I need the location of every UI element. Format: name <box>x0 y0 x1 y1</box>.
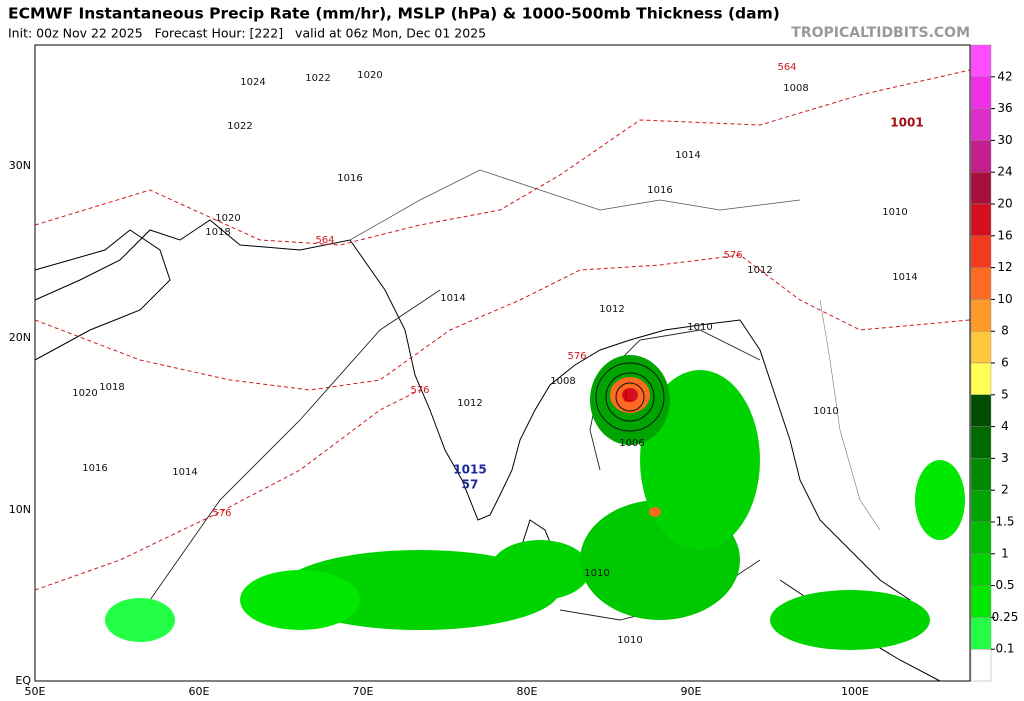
map-label: 576 <box>410 385 429 396</box>
map-label: 1018 <box>99 382 124 393</box>
colorbar-label: 1.5 <box>995 515 1014 529</box>
map-label: 564 <box>315 235 334 246</box>
colorbar-label: 30 <box>997 133 1012 147</box>
map-label: 1012 <box>599 304 624 315</box>
lat-label: 30N <box>9 159 31 172</box>
lat-label: EQ <box>15 674 31 687</box>
map-label: L <box>623 388 633 406</box>
low-isobars <box>595 362 665 432</box>
colorbar-label: 12 <box>997 260 1012 274</box>
map-label: 576 <box>212 508 231 519</box>
map-label: 1010 <box>813 406 838 417</box>
colorbar-cell <box>970 426 992 459</box>
map-label: 1010 <box>687 322 712 333</box>
map-label: 1016 <box>82 463 107 474</box>
colorbar-label: 4 <box>1001 419 1009 433</box>
colorbar-cell <box>970 617 992 650</box>
subtitle: Init: 00z Nov 22 2025 Forecast Hour: [22… <box>8 26 486 41</box>
map-label: 1022 <box>227 121 252 132</box>
map-label: 1024 <box>240 77 265 88</box>
colorbar-label: 20 <box>997 197 1012 211</box>
colorbar-label: 3 <box>1001 451 1009 465</box>
title: ECMWF Instantaneous Precip Rate (mm/hr),… <box>8 5 780 23</box>
colorbar-label: 1 <box>1001 546 1009 560</box>
colorbar-cell <box>970 235 992 268</box>
map-label: 1016 <box>337 173 362 184</box>
colorbar-label: 42 <box>997 69 1012 83</box>
colorbar-cell <box>970 521 992 554</box>
colorbar-cell <box>970 585 992 618</box>
map-label: 1008 <box>783 83 808 94</box>
colorbar-cell <box>970 299 992 332</box>
colorbar: 42 36 30 24 20 16 12 10 8 6 5 4 3 2 1.5 1 0.5 0.25 0.1 <box>970 44 1019 682</box>
colorbar-cell <box>970 553 992 586</box>
map-label: 1015 <box>453 463 486 477</box>
map-label: 1020 <box>72 388 97 399</box>
map-label: 1014 <box>172 467 197 478</box>
map-label: 1018 <box>205 227 230 238</box>
thickness-contours <box>34 69 971 591</box>
colorbar-cell <box>970 362 992 395</box>
colorbar-cell <box>970 331 992 364</box>
map-label: 1008 <box>550 376 575 387</box>
map-label: 1012 <box>457 398 482 409</box>
colorbar-cell <box>970 44 992 77</box>
map-label: 1020 <box>215 213 240 224</box>
colorbar-label: 2 <box>1001 483 1009 497</box>
lon-label: 80E <box>517 685 538 698</box>
colorbar-cell <box>970 203 992 236</box>
lon-label: 70E <box>353 685 374 698</box>
lon-label: 50E <box>25 685 46 698</box>
lon-label: 60E <box>189 685 210 698</box>
precipitation <box>105 355 965 650</box>
colorbar-cell <box>970 171 992 205</box>
colorbar-cell <box>970 76 992 109</box>
map-label: 1022 <box>305 73 330 84</box>
lat-label: 10N <box>9 503 31 516</box>
colorbar-label: 0.1 <box>995 642 1014 656</box>
source: TROPICALTIDBITS.COM <box>791 25 970 41</box>
lat-label: 20N <box>9 331 31 344</box>
colorbar-cell <box>970 140 992 173</box>
map-label: 1006 <box>619 438 644 449</box>
map-label: 576 <box>567 351 586 362</box>
colorbar-cell <box>970 394 992 427</box>
map-label: 1010 <box>584 568 609 579</box>
map-label: 1014 <box>892 272 917 283</box>
map-label: 1001 <box>890 116 923 130</box>
colorbar-label: 0.5 <box>995 578 1014 592</box>
map-label: 1014 <box>440 293 465 304</box>
map-label: 576 <box>723 250 742 261</box>
colorbar-label: 8 <box>1001 324 1009 338</box>
colorbar-label: 0.25 <box>992 610 1019 624</box>
map-label: 1016 <box>647 185 672 196</box>
map-label: 1012 <box>747 265 772 276</box>
map-label: 564 <box>777 62 796 73</box>
colorbar-cell <box>970 108 992 141</box>
map-label: 1010 <box>882 207 907 218</box>
lon-label: 100E <box>841 685 869 698</box>
map-label: 57 <box>462 478 479 492</box>
map-label: 1014 <box>675 150 700 161</box>
colorbar-cell <box>970 458 992 491</box>
map-label: 1010 <box>617 635 642 646</box>
colorbar-label: 24 <box>997 165 1012 179</box>
colorbar-cell <box>970 267 992 300</box>
colorbar-label: 10 <box>997 292 1012 306</box>
lon-label: 90E <box>681 685 702 698</box>
colorbar-label: 6 <box>1001 356 1009 370</box>
map-label: 1020 <box>357 70 382 81</box>
colorbar-label: 16 <box>997 228 1012 242</box>
colorbar-cell <box>970 490 992 523</box>
coastlines <box>34 169 941 682</box>
colorbar-label: 36 <box>997 101 1012 115</box>
colorbar-cell <box>970 649 992 682</box>
colorbar-label: 5 <box>1001 387 1009 401</box>
